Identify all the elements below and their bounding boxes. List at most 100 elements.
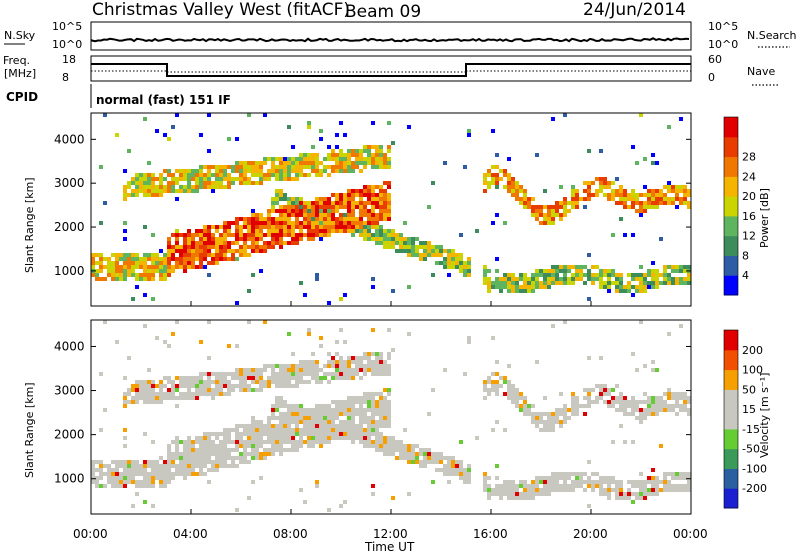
velocity-cell [387, 400, 391, 404]
power-cell [679, 197, 683, 201]
power-cell [687, 189, 691, 193]
power-cell [503, 185, 507, 189]
velocity-cell [255, 428, 259, 432]
power-cell [223, 169, 227, 173]
power-cell [547, 205, 551, 209]
velocity-cell [343, 376, 347, 380]
power-cell [303, 157, 307, 161]
power-cell [531, 277, 535, 281]
velocity-cell [287, 448, 291, 452]
velocity-cell [391, 448, 395, 452]
x-tick-label: 16:00 [473, 527, 508, 541]
velocity-cell [291, 436, 295, 440]
power-cell [235, 165, 239, 169]
velocity-cell [571, 484, 575, 488]
velocity-cell [287, 372, 291, 376]
velocity-cell [175, 440, 179, 444]
power-cell [115, 269, 119, 273]
velocity-cell [267, 384, 271, 388]
velocity-cell [379, 372, 383, 376]
velocity-cell [343, 428, 347, 432]
velocity-cell [235, 444, 239, 448]
velocity-cell [363, 400, 367, 404]
power-cell [387, 201, 391, 205]
power-cell [399, 233, 403, 237]
y-tick-label: 4000 [54, 339, 85, 353]
power-cell [191, 177, 195, 181]
power-cell [227, 225, 231, 229]
power-cell [235, 217, 239, 221]
power-cell [179, 169, 183, 173]
velocity-cell [423, 464, 427, 468]
power-cell [679, 269, 683, 273]
power-cell [371, 145, 375, 149]
velocity-cell [323, 440, 327, 444]
velocity-cell [367, 432, 371, 436]
velocity-cell [571, 472, 575, 476]
velocity-cell [295, 416, 299, 420]
power-cell [391, 289, 395, 293]
power-cell [519, 185, 523, 189]
velocity-cell [603, 492, 607, 496]
time-axis: 00:00 04:00 08:00 12:00 16:00 20:00 00:00 [73, 301, 708, 541]
velocity-cell [643, 412, 647, 416]
power-cell [319, 233, 323, 237]
velocity-cell [279, 436, 283, 440]
velocity-cell [387, 416, 391, 420]
velocity-cell [367, 440, 371, 444]
velocity-cell [347, 372, 351, 376]
velocity-cell [223, 376, 227, 380]
velocity-cell [263, 320, 267, 324]
velocity-cell [203, 372, 207, 376]
velocity-cell [639, 416, 643, 420]
power-cell [163, 253, 167, 257]
velocity-cell [195, 436, 199, 440]
power-cell [195, 181, 199, 185]
velocity-cell [463, 476, 467, 480]
velocity-cell [535, 416, 539, 420]
velocity-cell [131, 460, 135, 464]
power-cell [207, 261, 211, 265]
velocity-cell [375, 440, 379, 444]
velocity-cell [371, 400, 375, 404]
velocity-cell [147, 460, 151, 464]
power-cell [339, 165, 343, 169]
power-cell [175, 249, 179, 253]
velocity-cell [291, 448, 295, 452]
velocity-cell [647, 412, 651, 416]
power-cell [639, 201, 643, 205]
power-cell [123, 253, 127, 257]
velocity-cell [671, 396, 675, 400]
velocity-cell [159, 380, 163, 384]
velocity-cell [271, 380, 275, 384]
velocity-cell [463, 472, 467, 476]
velocity-cell [199, 448, 203, 452]
velocity-cell [311, 368, 315, 372]
velocity-cell [299, 428, 303, 432]
velocity-cell [527, 496, 531, 500]
velocity-cell [323, 420, 327, 424]
velocity-cell [167, 472, 171, 476]
velocity-cell [507, 484, 511, 488]
velocity-cell [159, 388, 163, 392]
velocity-cell [579, 484, 583, 488]
power-cell [131, 193, 135, 197]
power-cell [187, 177, 191, 181]
velocity-cell [383, 412, 387, 416]
velocity-cell [559, 484, 563, 488]
velocity-cell [279, 400, 283, 404]
velocity-cell [127, 460, 131, 464]
velocity-cell [239, 452, 243, 456]
power-cell [147, 277, 151, 281]
velocity-cell [163, 340, 167, 344]
power-cell [291, 169, 295, 173]
velocity-cell [331, 408, 335, 412]
power-cell [383, 241, 387, 245]
velocity-cell [167, 452, 171, 456]
velocity-cell [279, 368, 283, 372]
velocity-cell [267, 448, 271, 452]
power-cell [491, 281, 495, 285]
velocity-cell [531, 420, 535, 424]
velocity-cell [555, 484, 559, 488]
